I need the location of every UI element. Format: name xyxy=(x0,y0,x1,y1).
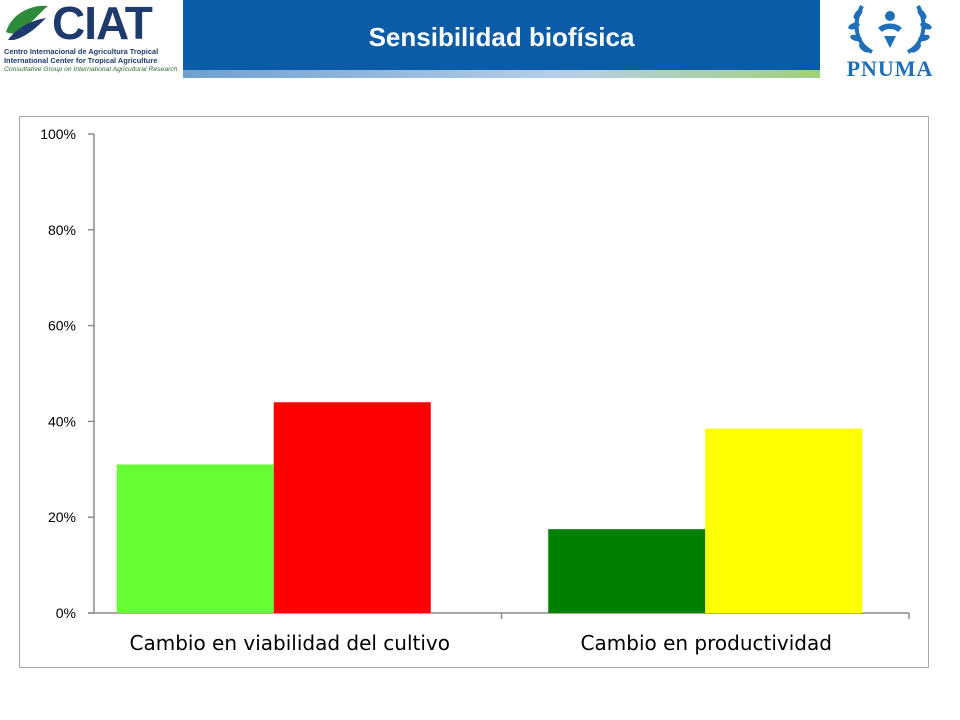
y-tick-label: 0% xyxy=(56,605,76,621)
ciat-tagline-es: Centro Internacional de Agricultura Trop… xyxy=(4,47,159,56)
y-tick-label: 20% xyxy=(48,509,76,525)
bar xyxy=(273,402,431,613)
ciat-leaf-icon xyxy=(6,5,48,40)
pnuma-wordmark: PNUMA xyxy=(846,56,934,81)
ciat-tagline-en: International Center for Tropical Agricu… xyxy=(4,56,158,65)
title-bar xyxy=(183,0,820,70)
y-tick-label: 40% xyxy=(48,413,76,429)
ciat-wordmark: CIAT xyxy=(52,0,153,49)
y-tick-label: 100% xyxy=(40,126,76,142)
un-laurel-emblem-icon xyxy=(848,5,932,54)
bar xyxy=(116,464,274,613)
y-tick-label: 60% xyxy=(48,318,76,334)
ciat-logo: CIAT Centro Internacional de Agricultura… xyxy=(0,0,183,80)
slide-title: Sensibilidad biofísica xyxy=(368,22,635,52)
ciat-tagline-cgiar: Consultative Group on International Agri… xyxy=(4,66,178,73)
title-accent-strip xyxy=(183,70,820,78)
bar xyxy=(548,529,706,613)
bar xyxy=(705,428,863,613)
x-category-label: Cambio en viabilidad del cultivo xyxy=(129,631,450,655)
y-tick-label: 80% xyxy=(48,222,76,238)
pnuma-logo: PNUMA xyxy=(820,0,960,81)
bar-chart: 0% 20% 40% 60% 80% 100% Cambio en viabilidad d… xyxy=(40,126,910,655)
x-category-label: Cambio en productividad xyxy=(581,631,832,655)
slide-header: CIAT Centro Internacional de Agricultura… xyxy=(0,0,960,81)
